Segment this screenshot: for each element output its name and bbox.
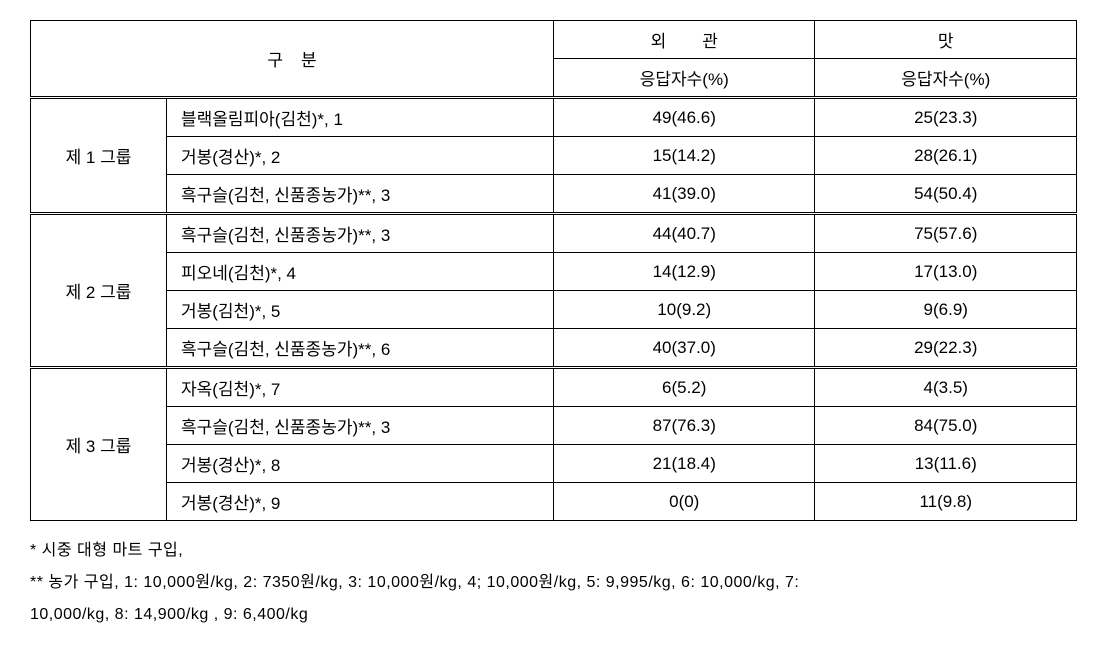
group-label: 제 2 그룹 <box>31 214 167 368</box>
header-appearance-sub: 응답자수(%) <box>553 59 815 98</box>
item-label: 흑구슬(김천, 신품종농가)**, 3 <box>166 407 553 445</box>
cell-appearance: 14(12.9) <box>553 253 815 291</box>
cell-appearance: 44(40.7) <box>553 214 815 253</box>
footnote-line: 10,000/kg, 8: 14,900/kg , 9: 6,400/kg <box>30 599 1077 631</box>
header-taste-sub: 응답자수(%) <box>815 59 1077 98</box>
cell-taste: 25(23.3) <box>815 98 1077 137</box>
cell-taste: 4(3.5) <box>815 368 1077 407</box>
header-appearance: 외관 <box>553 21 815 59</box>
cell-appearance: 0(0) <box>553 483 815 521</box>
cell-appearance: 15(14.2) <box>553 137 815 175</box>
cell-taste: 13(11.6) <box>815 445 1077 483</box>
cell-taste: 28(26.1) <box>815 137 1077 175</box>
cell-appearance: 49(46.6) <box>553 98 815 137</box>
cell-appearance: 6(5.2) <box>553 368 815 407</box>
item-label: 거봉(김천)*, 5 <box>166 291 553 329</box>
item-label: 블랙올림피아(김천)*, 1 <box>166 98 553 137</box>
item-label: 거봉(경산)*, 2 <box>166 137 553 175</box>
cell-taste: 54(50.4) <box>815 175 1077 214</box>
item-label: 흑구슬(김천, 신품종농가)**, 3 <box>166 214 553 253</box>
footnote-line: ** 농가 구입, 1: 10,000원/kg, 2: 7350원/kg, 3:… <box>30 567 1077 599</box>
cell-taste: 11(9.8) <box>815 483 1077 521</box>
cell-appearance: 40(37.0) <box>553 329 815 368</box>
item-label: 피오네(김천)*, 4 <box>166 253 553 291</box>
survey-table: 구분 외관 맛 응답자수(%) 응답자수(%) 제 1 그룹 블랙올림피아(김천… <box>30 20 1077 521</box>
item-label: 흑구슬(김천, 신품종농가)**, 6 <box>166 329 553 368</box>
item-label: 거봉(경산)*, 8 <box>166 445 553 483</box>
cell-appearance: 21(18.4) <box>553 445 815 483</box>
group-label: 제 3 그룹 <box>31 368 167 521</box>
cell-taste: 17(13.0) <box>815 253 1077 291</box>
cell-appearance: 41(39.0) <box>553 175 815 214</box>
header-taste: 맛 <box>815 21 1077 59</box>
item-label: 자옥(김천)*, 7 <box>166 368 553 407</box>
cell-taste: 9(6.9) <box>815 291 1077 329</box>
cell-appearance: 87(76.3) <box>553 407 815 445</box>
cell-taste: 84(75.0) <box>815 407 1077 445</box>
cell-appearance: 10(9.2) <box>553 291 815 329</box>
cell-taste: 29(22.3) <box>815 329 1077 368</box>
header-category: 구분 <box>31 21 554 98</box>
footnotes: * 시중 대형 마트 구입, ** 농가 구입, 1: 10,000원/kg, … <box>30 535 1077 631</box>
cell-taste: 75(57.6) <box>815 214 1077 253</box>
item-label: 흑구슬(김천, 신품종농가)**, 3 <box>166 175 553 214</box>
item-label: 거봉(경산)*, 9 <box>166 483 553 521</box>
group-label: 제 1 그룹 <box>31 98 167 214</box>
footnote-line: * 시중 대형 마트 구입, <box>30 535 1077 567</box>
